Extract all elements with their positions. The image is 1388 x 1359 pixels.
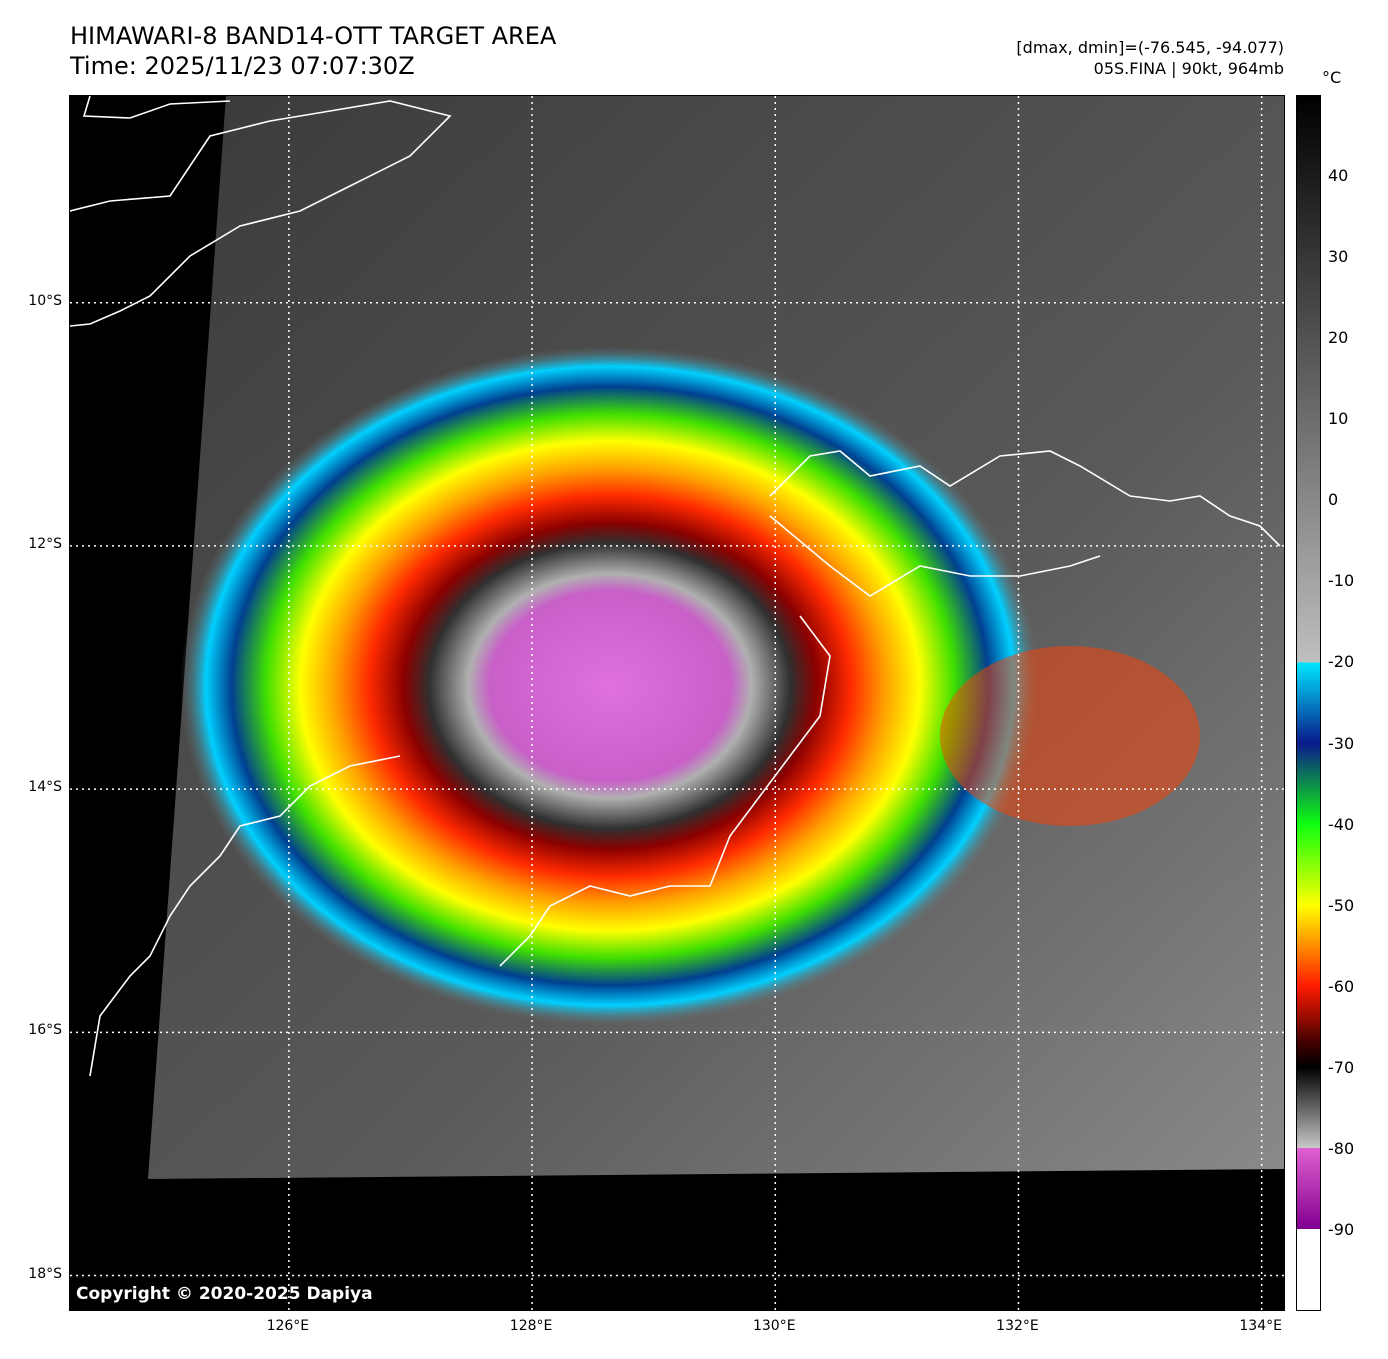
map-title: HIMAWARI-8 BAND14-OTT TARGET AREA bbox=[70, 22, 557, 50]
coastline-kimberley bbox=[89, 755, 401, 1077]
colorbar-unit: °C bbox=[1322, 68, 1342, 87]
latitude-tick-label: 16°S bbox=[28, 1022, 62, 1039]
graticule bbox=[70, 96, 1284, 1310]
coastline-tiwi-islands bbox=[769, 450, 1281, 547]
latitude-tick-label: 14°S bbox=[28, 779, 62, 796]
coastline-arnhem bbox=[769, 515, 1101, 597]
coastline-timor-south bbox=[70, 100, 452, 327]
colorbar-tick-label: 20 bbox=[1328, 328, 1349, 348]
latitude-tick-label: 12°S bbox=[28, 535, 62, 552]
data-range-label: [dmax, dmin]=(-76.545, -94.077) bbox=[1016, 38, 1284, 57]
longitude-tick-label: 126°E bbox=[266, 1318, 310, 1334]
colorbar-tick-label: -30 bbox=[1328, 733, 1355, 753]
colorbar-tick-label: -80 bbox=[1328, 1138, 1355, 1158]
convective-band bbox=[940, 646, 1200, 826]
colorbar-tick-label: -20 bbox=[1328, 652, 1355, 672]
colorbar-tick-label: -10 bbox=[1328, 571, 1355, 591]
latitude-tick-label: 10°S bbox=[28, 292, 62, 309]
coastlines bbox=[70, 96, 1281, 1077]
cyclone-cloud-shield bbox=[180, 346, 1040, 1026]
longitude-tick-label: 134°E bbox=[1239, 1318, 1282, 1334]
colorbar-tick-label: -70 bbox=[1328, 1057, 1355, 1077]
colorbar-tick-label: 30 bbox=[1328, 247, 1349, 267]
map-canvas bbox=[70, 96, 1284, 1310]
colorbar bbox=[1296, 95, 1321, 1311]
colorbar-tick-label: -40 bbox=[1328, 814, 1355, 834]
storm-info-label: 05S.FINA | 90kt, 964mb bbox=[1093, 59, 1284, 78]
latitude-tick-label: 18°S bbox=[28, 1265, 62, 1282]
colorbar-tick-label: -90 bbox=[1328, 1219, 1355, 1239]
longitude-tick-label: 132°E bbox=[996, 1318, 1039, 1334]
coastline-timor bbox=[82, 96, 231, 119]
colorbar-tick-label: -60 bbox=[1328, 976, 1355, 996]
copyright-label: Copyright © 2020-2025 Dapiya bbox=[76, 1284, 373, 1304]
longitude-tick-label: 128°E bbox=[509, 1318, 553, 1334]
colorbar-tick-label: -50 bbox=[1328, 895, 1355, 915]
colorbar-tick-label: 0 bbox=[1328, 490, 1339, 510]
colorbar-tick-label: 40 bbox=[1328, 166, 1349, 186]
map-timestamp: Time: 2025/11/23 07:07:30Z bbox=[70, 52, 415, 80]
longitude-tick-label: 130°E bbox=[752, 1318, 796, 1334]
coastline-bonaparte bbox=[499, 615, 831, 967]
colorbar-tick-label: 10 bbox=[1328, 409, 1349, 429]
satellite-map[interactable]: Copyright © 2020-2025 Dapiya bbox=[69, 95, 1285, 1311]
